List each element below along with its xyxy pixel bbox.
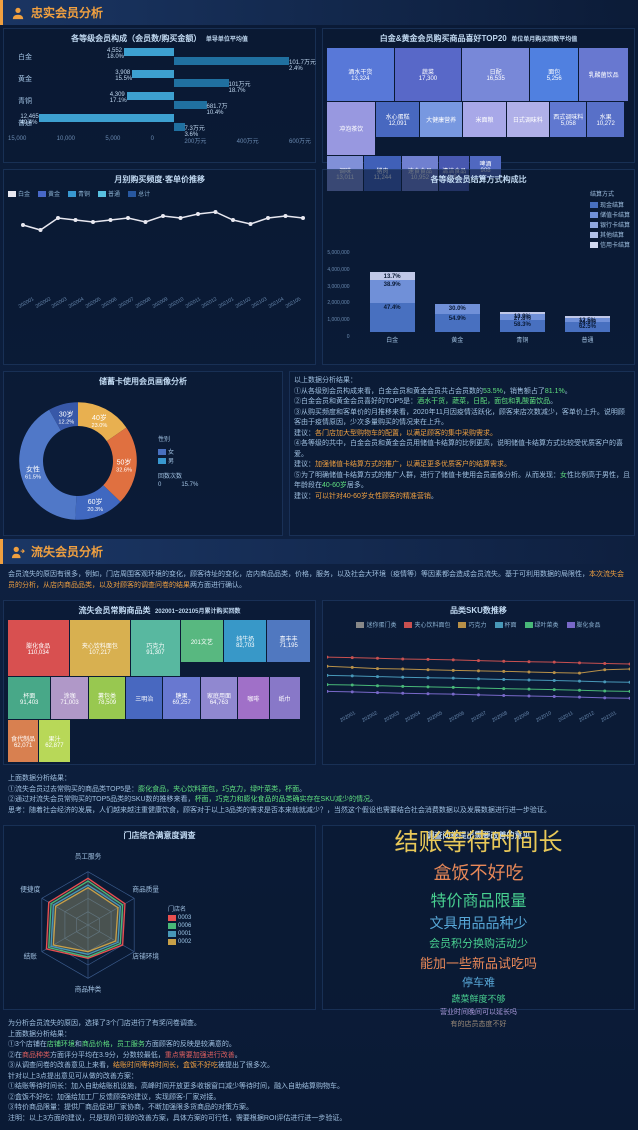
section1-title: 忠实会员分析 [31, 4, 103, 21]
svg-text:12.2%: 12.2% [58, 419, 74, 425]
wordcloud-word: 营业时间晚间可以延长吗 [440, 1007, 517, 1017]
tree-cell: 果汁62,877 [39, 720, 69, 762]
panel-churn-treemap: 流失会员常购商品类 202001~202105月累计购买回数 膨化食品110,0… [3, 600, 316, 765]
tree-cell: 食代制品62,071 [8, 720, 38, 762]
panel-wordcloud: 调查问卷提出需要改善的意见 结账等待时间长盒饭不好吃特价商品限量文具用品品种少会… [322, 825, 635, 1010]
tree-cell: 巧克力91,307 [131, 620, 179, 676]
member-icon [11, 6, 25, 20]
tree-cell: 201文艺 [181, 620, 223, 662]
wordcloud-word: 能加一些新品试吃吗 [420, 953, 537, 972]
analysis-text-1: 以上数据分析结果：①从各级别会员构成来看，白金会员和黄金会员共占会员数的53.5… [289, 371, 635, 536]
stacked-bar: 54.9%30.0%黄金 [435, 250, 480, 344]
tree-cell: 薯包类78,509 [89, 677, 125, 719]
svg-text:23.0%: 23.0% [92, 423, 108, 429]
wordcloud-word: 文具用品品种少 [430, 913, 528, 933]
panel-payment-stacked: 各等级会员结算方式构成比 结算方式 现金结算储值卡结算银行卡结算其他结算信用卡结… [322, 169, 635, 365]
wordcloud-word: 会员积分换购活动少 [429, 935, 528, 951]
wordcloud-word: 结账等待时间长 [395, 822, 563, 857]
svg-text:20.3%: 20.3% [87, 507, 103, 513]
svg-text:30岁: 30岁 [59, 409, 74, 418]
svg-text:61.5%: 61.5% [25, 475, 41, 481]
tree-cell: 水心蛋糕12,091 [376, 102, 418, 137]
churn-icon [11, 545, 25, 559]
tree-cell: 糖果69,257 [163, 677, 199, 719]
svg-text:店铺环境: 店铺环境 [132, 951, 159, 960]
analysis-text-3: 为分析会员流失的原因，选择了3个门店进行了有奖问卷调查。上面数据分析结果：①3个… [0, 1013, 638, 1130]
tree-cell: 喜丰丰71,195 [267, 620, 309, 662]
svg-text:员工服务: 员工服务 [75, 851, 102, 860]
svg-text:商品质量: 商品质量 [132, 885, 159, 894]
tree-cell: 水果10,272 [587, 102, 623, 137]
tree-cell: 酒水干货13,324 [327, 48, 394, 101]
wordcloud-word: 停车难 [462, 974, 495, 990]
tree-cell: 家庭用面64,763 [201, 677, 237, 719]
section2-intro: 会员流失的原因有很多，例如，门店周围客观环境的变化，顾客待址的变化，店内商品品类… [0, 564, 638, 597]
panel-radar: 门店综合满意度调查 员工服务商品质量店铺环境商品种类结账便捷度 门店名 0003… [3, 825, 316, 1010]
tree-cell: 西式调味料5,058 [550, 102, 586, 137]
tree-cell: 乳酸菌饮品 [579, 48, 627, 101]
tree-cell: 日式调味料 [507, 102, 549, 137]
stacked-bar: 47.4%38.9%13.7%白金 [370, 250, 415, 344]
tree-cell: 咖啡 [238, 677, 268, 719]
wordcloud-word: 盒饭不好吃 [434, 859, 524, 885]
panel-donut: 储蓄卡使用会员画像分析 40岁23.0%50岁32.6%60岁20.3%女性61… [3, 371, 283, 536]
panel-member-composition: 各等级会员构成（会员数/购买金额） 单导单位平均值 白金 4,55218.0% … [3, 28, 316, 163]
svg-text:50岁: 50岁 [117, 458, 132, 467]
section2-header: 流失会员分析 [0, 539, 638, 564]
treemap2: 膨化食品110,034夹心饮料面包107,217巧克力91,307201文艺纯牛… [8, 620, 311, 760]
hbar-row: 青铜 4,30917.1% 681.7万10.4% [8, 92, 311, 110]
tree-cell: 夹心饮料面包107,217 [70, 620, 131, 676]
svg-text:便捷度: 便捷度 [20, 885, 40, 894]
treemap1: 酒水干货13,324蔬菜17,300日配16,535面包5,256乳酸菌饮品冲泡… [327, 48, 630, 158]
stacked-bar: 58.3%27.8%13.9%青铜 [500, 250, 545, 344]
analysis-text-2: 上面数据分析结果：①流失会员过去常购买的商品类TOP5是：膨化食品，夹心饮料面包… [0, 768, 638, 822]
wordcloud-word: 特价商品限量 [430, 887, 526, 911]
tree-cell: 米面粮 [463, 102, 505, 137]
panel-monthly-combo: 月别购买频度·客单价推移 白金黄金青铜普通总计 2020012020022020… [3, 169, 316, 365]
svg-text:40岁: 40岁 [92, 413, 107, 422]
section2-title: 流失会员分析 [31, 543, 103, 560]
tree-cell: 日配16,535 [462, 48, 529, 101]
wordcloud-word: 蔬菜鲜度不够 [451, 992, 505, 1005]
tree-cell: 纸巾 [270, 677, 300, 719]
svg-text:32.6%: 32.6% [116, 468, 132, 474]
hbar-chart: 白金 4,55218.0% 101.7万元2.4% 黄金 3,90815.5% … [8, 48, 311, 132]
tree-cell: 纯牛奶82,703 [224, 620, 266, 662]
svg-text:女性: 女性 [26, 465, 40, 474]
tree-cell: 冲泡茶饮 [327, 102, 375, 155]
stacked-bar: 62.5%24.9%12.5%普通 [565, 250, 610, 344]
hbar-x-axis: 15,00010,0005,0000200万元400万元600万元 [8, 136, 311, 145]
combo-legend: 白金黄金青铜普通总计 [8, 189, 311, 198]
hbar-row: 白金 4,55218.0% 101.7万元2.4% [8, 48, 311, 66]
tree-cell: 三明治 [126, 677, 162, 719]
tree-cell: 蔬菜17,300 [395, 48, 462, 101]
tree-cell: 膨化食品110,034 [8, 620, 69, 676]
section1-header: 忠实会员分析 [0, 0, 638, 25]
svg-text:商品种类: 商品种类 [75, 985, 102, 994]
tree-cell: 涂咖71,003 [51, 677, 87, 719]
tree-cell: 杯面91,403 [8, 677, 50, 719]
svg-text:结账: 结账 [24, 951, 38, 960]
tree-cell: 面包5,256 [530, 48, 578, 101]
panel-top20-treemap: 白金&黄金会员购买商品喜好TOP20 单位单月购买回数平均值 酒水干货13,32… [322, 28, 635, 163]
hbar-row: 普通 12,46549.4% 7.3万元3.6% [8, 114, 311, 132]
hbar-row: 黄金 3,90815.5% 101万元18.7% [8, 70, 311, 88]
svg-text:60岁: 60岁 [88, 497, 103, 506]
tree-cell: 大健康营养 [420, 102, 462, 137]
panel-sku-lines: 品类SKU数推移 迷你蛋门类夹心饮料面包巧克力杯面绿叶菜类膨化食品 202001… [322, 600, 635, 765]
